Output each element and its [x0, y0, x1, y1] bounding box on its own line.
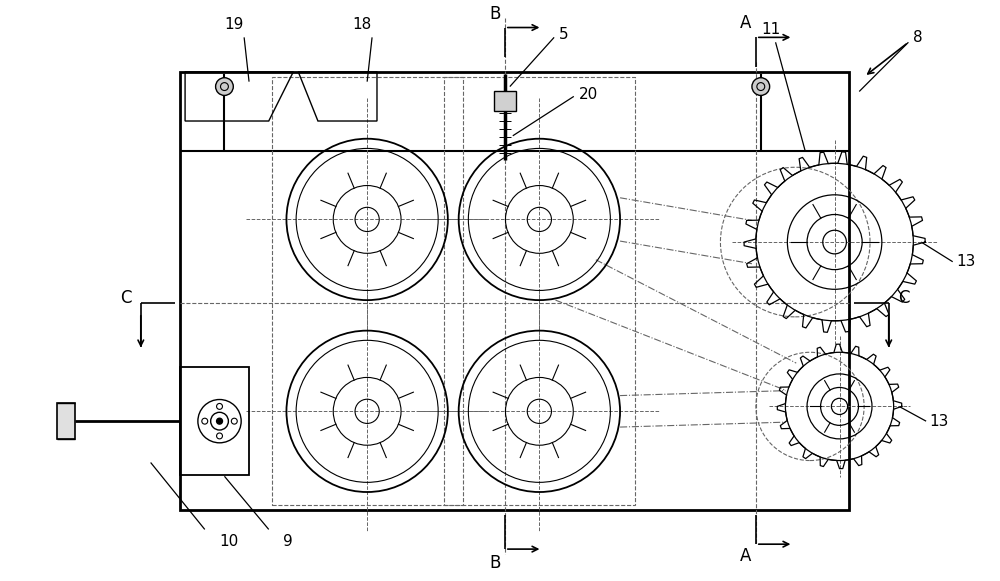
Text: 20: 20 — [579, 87, 598, 102]
Text: 13: 13 — [957, 254, 976, 269]
Text: 5: 5 — [559, 27, 569, 42]
Text: 18: 18 — [353, 17, 372, 33]
Bar — [180, 367, 249, 475]
Text: 11: 11 — [761, 22, 780, 37]
Bar — [494, 91, 516, 111]
Text: 13: 13 — [929, 414, 948, 429]
Text: 19: 19 — [225, 17, 244, 33]
Circle shape — [216, 78, 233, 95]
Bar — [57, 403, 75, 439]
Text: 10: 10 — [220, 535, 239, 550]
Text: 9: 9 — [283, 535, 293, 550]
Text: A: A — [740, 547, 752, 565]
Text: 8: 8 — [913, 30, 923, 45]
Text: C: C — [120, 289, 132, 307]
Text: B: B — [489, 554, 501, 572]
Text: C: C — [898, 289, 909, 307]
Text: A: A — [740, 15, 752, 33]
Text: B: B — [489, 5, 501, 23]
Circle shape — [752, 78, 770, 95]
Bar — [272, 77, 463, 505]
Bar — [180, 72, 849, 510]
Bar — [444, 77, 635, 505]
Circle shape — [217, 418, 222, 424]
